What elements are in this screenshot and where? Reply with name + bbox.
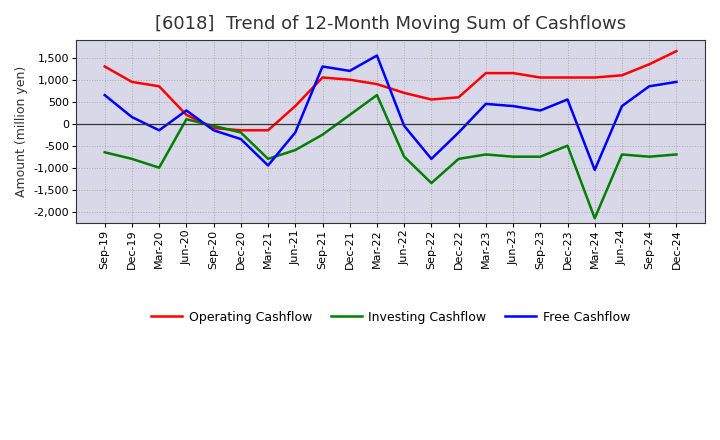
Operating Cashflow <box>645 62 654 67</box>
Operating Cashflow <box>210 125 218 131</box>
Investing Cashflow <box>618 152 626 157</box>
Operating Cashflow <box>291 103 300 109</box>
Free Cashflow <box>482 101 490 106</box>
Operating Cashflow <box>346 77 354 82</box>
Investing Cashflow <box>563 143 572 148</box>
Operating Cashflow <box>536 75 544 80</box>
Investing Cashflow <box>127 156 136 161</box>
Investing Cashflow <box>427 180 436 186</box>
Investing Cashflow <box>100 150 109 155</box>
Free Cashflow <box>236 136 245 142</box>
Investing Cashflow <box>318 132 327 137</box>
Line: Operating Cashflow: Operating Cashflow <box>104 51 676 130</box>
Free Cashflow <box>210 128 218 133</box>
Operating Cashflow <box>427 97 436 102</box>
Free Cashflow <box>400 123 408 128</box>
Free Cashflow <box>536 108 544 113</box>
Investing Cashflow <box>536 154 544 159</box>
Investing Cashflow <box>645 154 654 159</box>
Free Cashflow <box>618 103 626 109</box>
Operating Cashflow <box>318 75 327 80</box>
Operating Cashflow <box>373 81 382 87</box>
Investing Cashflow <box>291 147 300 153</box>
Operating Cashflow <box>182 112 191 117</box>
Free Cashflow <box>318 64 327 69</box>
Free Cashflow <box>291 130 300 135</box>
Operating Cashflow <box>672 48 680 54</box>
Investing Cashflow <box>454 156 463 161</box>
Investing Cashflow <box>509 154 518 159</box>
Investing Cashflow <box>346 112 354 117</box>
Operating Cashflow <box>100 64 109 69</box>
Investing Cashflow <box>264 156 272 161</box>
Operating Cashflow <box>264 128 272 133</box>
Operating Cashflow <box>509 70 518 76</box>
Free Cashflow <box>427 156 436 161</box>
Line: Free Cashflow: Free Cashflow <box>104 55 676 170</box>
Free Cashflow <box>672 79 680 84</box>
Operating Cashflow <box>454 95 463 100</box>
Operating Cashflow <box>127 79 136 84</box>
Legend: Operating Cashflow, Investing Cashflow, Free Cashflow: Operating Cashflow, Investing Cashflow, … <box>146 305 635 329</box>
Operating Cashflow <box>618 73 626 78</box>
Free Cashflow <box>127 114 136 120</box>
Title: [6018]  Trend of 12-Month Moving Sum of Cashflows: [6018] Trend of 12-Month Moving Sum of C… <box>155 15 626 33</box>
Investing Cashflow <box>373 92 382 98</box>
Investing Cashflow <box>210 123 218 128</box>
Operating Cashflow <box>155 84 163 89</box>
Operating Cashflow <box>482 70 490 76</box>
Operating Cashflow <box>590 75 599 80</box>
Operating Cashflow <box>236 128 245 133</box>
Free Cashflow <box>645 84 654 89</box>
Free Cashflow <box>454 130 463 135</box>
Free Cashflow <box>346 68 354 73</box>
Investing Cashflow <box>236 130 245 135</box>
Operating Cashflow <box>400 90 408 95</box>
Free Cashflow <box>563 97 572 102</box>
Free Cashflow <box>155 128 163 133</box>
Free Cashflow <box>100 92 109 98</box>
Free Cashflow <box>590 167 599 172</box>
Investing Cashflow <box>400 154 408 159</box>
Investing Cashflow <box>482 152 490 157</box>
Line: Investing Cashflow: Investing Cashflow <box>104 95 676 218</box>
Investing Cashflow <box>672 152 680 157</box>
Free Cashflow <box>373 53 382 58</box>
Free Cashflow <box>264 163 272 168</box>
Free Cashflow <box>509 103 518 109</box>
Y-axis label: Amount (million yen): Amount (million yen) <box>15 66 28 197</box>
Free Cashflow <box>182 108 191 113</box>
Operating Cashflow <box>563 75 572 80</box>
Investing Cashflow <box>182 117 191 122</box>
Investing Cashflow <box>590 216 599 221</box>
Investing Cashflow <box>155 165 163 170</box>
